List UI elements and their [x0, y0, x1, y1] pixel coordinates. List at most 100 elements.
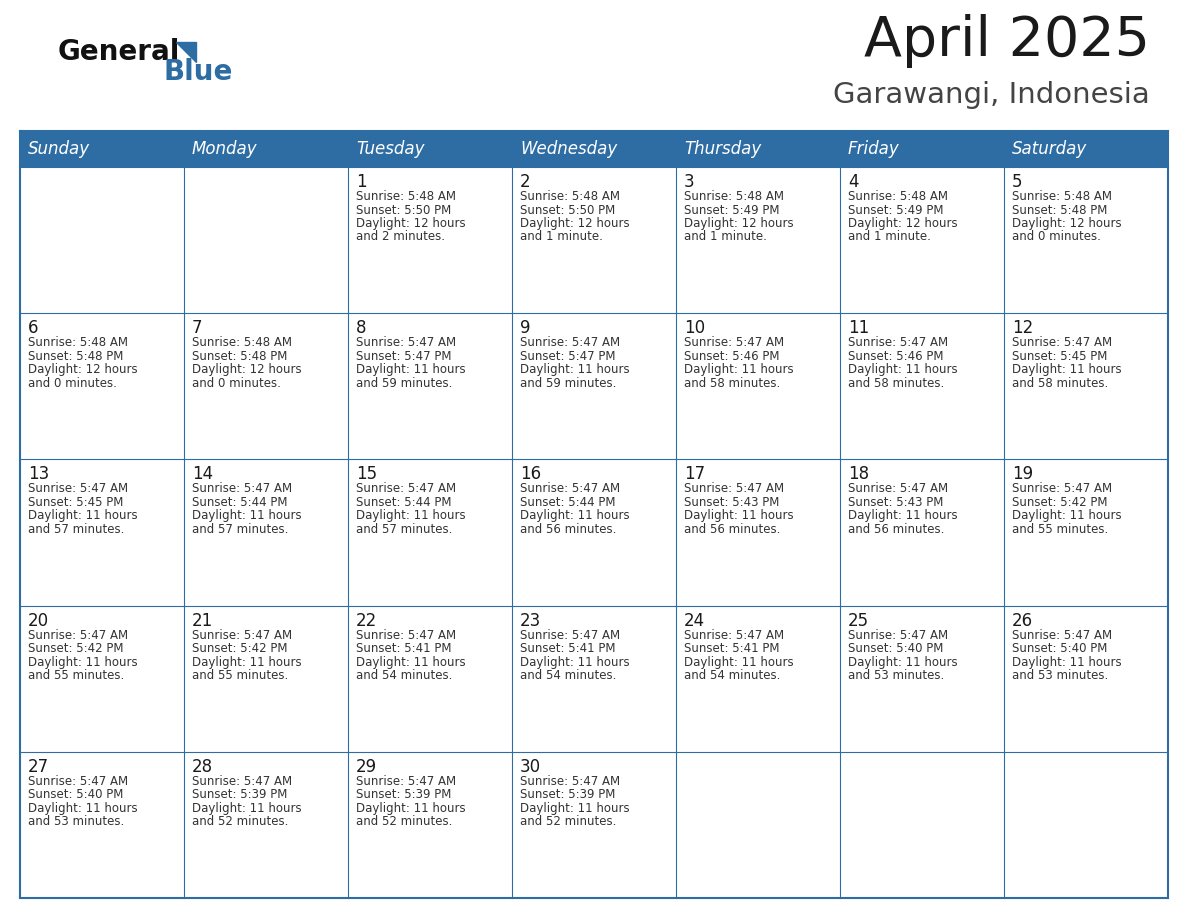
Text: Saturday: Saturday — [1012, 140, 1087, 158]
Text: Sunrise: 5:47 AM: Sunrise: 5:47 AM — [520, 336, 620, 349]
Text: Daylight: 11 hours: Daylight: 11 hours — [29, 509, 138, 522]
Text: Daylight: 11 hours: Daylight: 11 hours — [848, 655, 958, 668]
Text: Sunrise: 5:48 AM: Sunrise: 5:48 AM — [520, 190, 620, 203]
Text: and 59 minutes.: and 59 minutes. — [356, 376, 453, 390]
Text: Sunrise: 5:47 AM: Sunrise: 5:47 AM — [192, 775, 292, 788]
Text: 2: 2 — [520, 173, 531, 191]
Text: 24: 24 — [684, 611, 706, 630]
Text: and 52 minutes.: and 52 minutes. — [520, 815, 617, 828]
Text: Sunset: 5:40 PM: Sunset: 5:40 PM — [1012, 642, 1107, 655]
Text: and 53 minutes.: and 53 minutes. — [1012, 669, 1108, 682]
Text: Daylight: 11 hours: Daylight: 11 hours — [192, 655, 302, 668]
Text: Sunrise: 5:47 AM: Sunrise: 5:47 AM — [29, 775, 128, 788]
Text: 19: 19 — [1012, 465, 1034, 484]
Text: Daylight: 11 hours: Daylight: 11 hours — [356, 509, 466, 522]
Text: Sunset: 5:49 PM: Sunset: 5:49 PM — [848, 204, 943, 217]
Text: Sunrise: 5:48 AM: Sunrise: 5:48 AM — [192, 336, 292, 349]
Text: Daylight: 12 hours: Daylight: 12 hours — [192, 364, 302, 376]
Text: 25: 25 — [848, 611, 870, 630]
Text: Sunset: 5:42 PM: Sunset: 5:42 PM — [1012, 496, 1107, 509]
Text: 27: 27 — [29, 757, 49, 776]
Text: Sunrise: 5:47 AM: Sunrise: 5:47 AM — [1012, 629, 1112, 642]
Text: Sunset: 5:50 PM: Sunset: 5:50 PM — [520, 204, 615, 217]
Text: Daylight: 12 hours: Daylight: 12 hours — [520, 217, 630, 230]
Text: Daylight: 11 hours: Daylight: 11 hours — [520, 655, 630, 668]
Text: Sunset: 5:47 PM: Sunset: 5:47 PM — [356, 350, 451, 363]
Text: and 0 minutes.: and 0 minutes. — [29, 376, 116, 390]
Text: Sunset: 5:45 PM: Sunset: 5:45 PM — [29, 496, 124, 509]
Text: Sunset: 5:48 PM: Sunset: 5:48 PM — [1012, 204, 1107, 217]
Text: Sunday: Sunday — [29, 140, 90, 158]
Text: 26: 26 — [1012, 611, 1034, 630]
Text: 15: 15 — [356, 465, 377, 484]
Text: 7: 7 — [192, 319, 202, 337]
Text: and 53 minutes.: and 53 minutes. — [848, 669, 944, 682]
Text: 10: 10 — [684, 319, 706, 337]
Text: 23: 23 — [520, 611, 542, 630]
Text: Blue: Blue — [163, 58, 233, 86]
Text: and 0 minutes.: and 0 minutes. — [192, 376, 280, 390]
Text: Daylight: 11 hours: Daylight: 11 hours — [356, 655, 466, 668]
Text: Sunset: 5:50 PM: Sunset: 5:50 PM — [356, 204, 451, 217]
Text: Sunset: 5:39 PM: Sunset: 5:39 PM — [520, 789, 615, 801]
Text: and 1 minute.: and 1 minute. — [684, 230, 767, 243]
Text: 13: 13 — [29, 465, 49, 484]
Text: and 52 minutes.: and 52 minutes. — [192, 815, 289, 828]
Text: and 57 minutes.: and 57 minutes. — [356, 523, 453, 536]
Text: and 55 minutes.: and 55 minutes. — [29, 669, 125, 682]
Text: Sunrise: 5:47 AM: Sunrise: 5:47 AM — [684, 336, 784, 349]
Text: and 57 minutes.: and 57 minutes. — [29, 523, 125, 536]
Bar — [20, 313, 1168, 459]
Text: Daylight: 11 hours: Daylight: 11 hours — [29, 655, 138, 668]
Text: Sunset: 5:48 PM: Sunset: 5:48 PM — [29, 350, 124, 363]
Text: Sunset: 5:40 PM: Sunset: 5:40 PM — [29, 789, 124, 801]
Text: Daylight: 11 hours: Daylight: 11 hours — [848, 509, 958, 522]
Text: Daylight: 11 hours: Daylight: 11 hours — [848, 364, 958, 376]
Text: Sunset: 5:44 PM: Sunset: 5:44 PM — [192, 496, 287, 509]
Text: Daylight: 11 hours: Daylight: 11 hours — [520, 364, 630, 376]
Text: Wednesday: Wednesday — [520, 140, 618, 158]
Text: 12: 12 — [1012, 319, 1034, 337]
Text: 16: 16 — [520, 465, 541, 484]
Text: and 53 minutes.: and 53 minutes. — [29, 815, 125, 828]
Text: Sunset: 5:45 PM: Sunset: 5:45 PM — [1012, 350, 1107, 363]
Text: Sunrise: 5:48 AM: Sunrise: 5:48 AM — [356, 190, 456, 203]
Text: Friday: Friday — [848, 140, 899, 158]
Text: Sunrise: 5:47 AM: Sunrise: 5:47 AM — [684, 482, 784, 496]
Text: Sunset: 5:41 PM: Sunset: 5:41 PM — [684, 642, 779, 655]
Text: General: General — [58, 38, 181, 66]
Text: Daylight: 11 hours: Daylight: 11 hours — [29, 801, 138, 815]
Text: Daylight: 11 hours: Daylight: 11 hours — [356, 801, 466, 815]
Text: 4: 4 — [848, 173, 859, 191]
Text: Sunrise: 5:48 AM: Sunrise: 5:48 AM — [1012, 190, 1112, 203]
Text: and 59 minutes.: and 59 minutes. — [520, 376, 617, 390]
Text: Daylight: 11 hours: Daylight: 11 hours — [356, 364, 466, 376]
Text: Monday: Monday — [192, 140, 258, 158]
Bar — [20, 131, 1168, 167]
Text: Sunset: 5:44 PM: Sunset: 5:44 PM — [356, 496, 451, 509]
Text: Sunset: 5:41 PM: Sunset: 5:41 PM — [520, 642, 615, 655]
Text: Daylight: 11 hours: Daylight: 11 hours — [192, 801, 302, 815]
Text: Daylight: 12 hours: Daylight: 12 hours — [684, 217, 794, 230]
Bar — [20, 167, 1168, 313]
Text: 11: 11 — [848, 319, 870, 337]
Text: and 58 minutes.: and 58 minutes. — [684, 376, 781, 390]
Text: Sunset: 5:39 PM: Sunset: 5:39 PM — [192, 789, 287, 801]
Text: Daylight: 12 hours: Daylight: 12 hours — [848, 217, 958, 230]
Text: and 58 minutes.: and 58 minutes. — [848, 376, 944, 390]
Text: Sunrise: 5:47 AM: Sunrise: 5:47 AM — [192, 482, 292, 496]
Text: Sunrise: 5:48 AM: Sunrise: 5:48 AM — [848, 190, 948, 203]
Text: Sunset: 5:44 PM: Sunset: 5:44 PM — [520, 496, 615, 509]
Text: Sunrise: 5:47 AM: Sunrise: 5:47 AM — [29, 482, 128, 496]
Text: Sunrise: 5:47 AM: Sunrise: 5:47 AM — [356, 482, 456, 496]
Text: Sunrise: 5:47 AM: Sunrise: 5:47 AM — [848, 336, 948, 349]
Text: Daylight: 11 hours: Daylight: 11 hours — [520, 509, 630, 522]
Text: April 2025: April 2025 — [864, 14, 1150, 68]
Text: 6: 6 — [29, 319, 38, 337]
Text: Sunrise: 5:47 AM: Sunrise: 5:47 AM — [356, 629, 456, 642]
Text: and 58 minutes.: and 58 minutes. — [1012, 376, 1108, 390]
Text: and 57 minutes.: and 57 minutes. — [192, 523, 289, 536]
Text: Daylight: 11 hours: Daylight: 11 hours — [684, 509, 794, 522]
Text: 8: 8 — [356, 319, 367, 337]
Text: Daylight: 11 hours: Daylight: 11 hours — [684, 364, 794, 376]
